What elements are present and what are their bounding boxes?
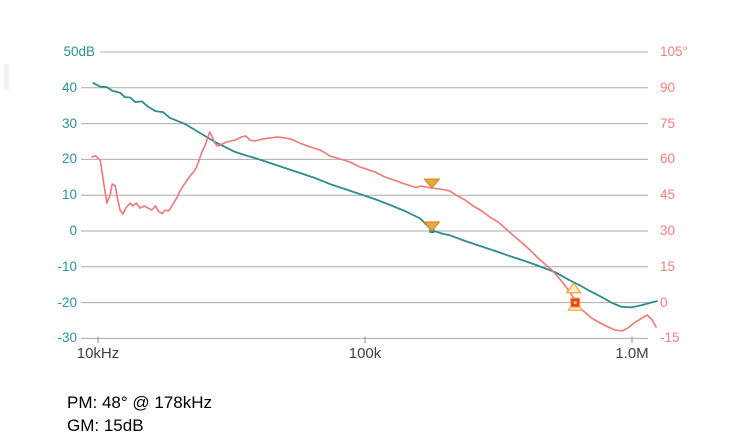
y-left-tick-label: 40 (61, 79, 77, 95)
x-axis-ticks (97, 336, 633, 343)
y-right-tick-label: -15 (660, 330, 680, 346)
gridlines (81, 51, 648, 339)
y-right-tick-label: 105° (660, 44, 688, 59)
y-left-tick-label: -20 (57, 294, 77, 310)
phase-curve (91, 131, 657, 332)
y-right-tick-label: 90 (660, 79, 676, 95)
y-right-tick-label: 0 (660, 294, 668, 310)
phase-margin-annotation: PM: 48° @ 178kHz (67, 393, 212, 412)
pm-phase-marker (423, 178, 440, 189)
bode-plot-canvas (81, 51, 658, 343)
y-right-tick-label: 15 (660, 258, 676, 274)
y-right-tick-label: 60 (660, 151, 676, 167)
y-left-tick-label: 0 (69, 223, 77, 238)
gm-gain-marker (566, 282, 582, 294)
scan-artifact (4, 64, 9, 90)
gain-curve (92, 82, 658, 309)
y-right-tick-label: 45 (660, 187, 676, 203)
margin-markers (423, 178, 583, 311)
x-axis-tick-label: 100k (348, 345, 382, 362)
y-left-tick-label: -30 (57, 330, 77, 346)
y-right-tick-label: 75 (660, 115, 676, 131)
y-left-tick-label: 10 (61, 187, 77, 203)
y-left-tick-label: 30 (61, 115, 77, 131)
pm-gain-marker (423, 221, 440, 233)
y-left-tick-label: 20 (61, 151, 77, 167)
gm-phase-marker (570, 297, 581, 308)
y-left-tick-label: -10 (57, 258, 77, 274)
gain-margin-annotation: GM: 15dB (67, 416, 144, 435)
y-right-tick-label: 30 (660, 223, 676, 238)
x-axis-tick-label: 10kHz (76, 345, 120, 362)
x-axis-tick-label: 1.0M (615, 345, 649, 362)
y-left-tick-label: 50dB (63, 44, 95, 59)
